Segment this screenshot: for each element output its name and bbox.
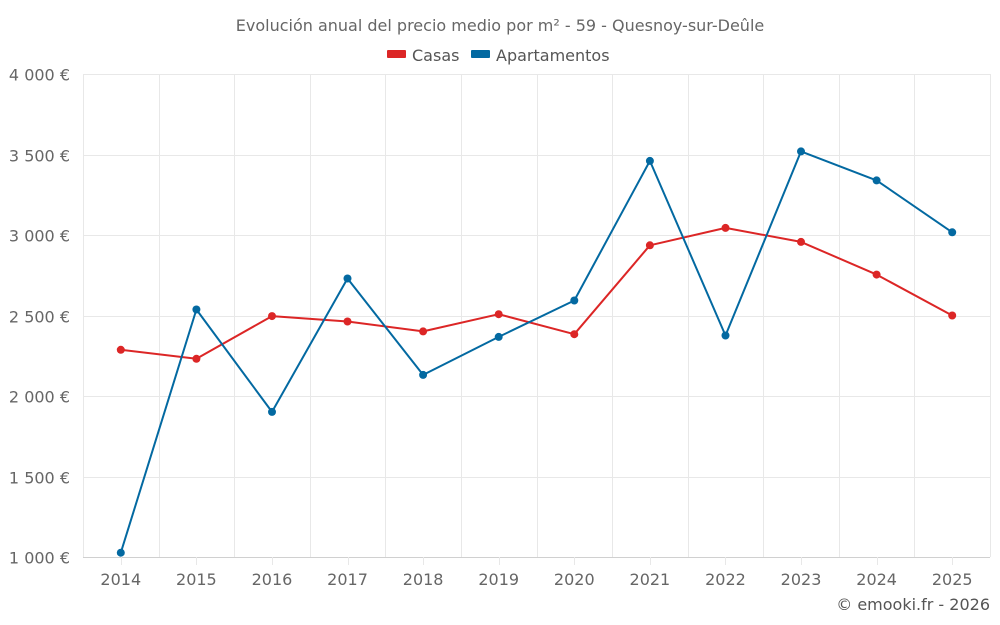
data-point-casas[interactable] bbox=[268, 312, 276, 321]
data-point-apartamentos[interactable] bbox=[721, 331, 730, 340]
series-line-casas bbox=[120, 226, 953, 360]
data-point-casas[interactable] bbox=[570, 330, 579, 339]
chart-title: Evolución anual del precio medio por m² … bbox=[236, 16, 764, 35]
chart-credit: © emooki.fr - 2026 bbox=[836, 595, 990, 614]
data-point-casas[interactable] bbox=[797, 237, 805, 246]
data-point-casas[interactable] bbox=[721, 223, 730, 232]
y-tick-label: 2 000 € bbox=[9, 388, 70, 407]
data-point-apartamentos[interactable] bbox=[419, 370, 428, 379]
data-point-apartamentos[interactable] bbox=[192, 305, 201, 314]
legend-label-casas: Casas bbox=[412, 46, 459, 65]
y-tick-label: 2 500 € bbox=[9, 308, 70, 327]
data-point-apartamentos[interactable] bbox=[645, 156, 654, 165]
data-point-apartamentos[interactable] bbox=[494, 332, 503, 341]
y-tick-label: 4 000 € bbox=[9, 66, 70, 85]
series-casas bbox=[116, 223, 957, 363]
series bbox=[116, 147, 957, 557]
x-tick-label: 2018 bbox=[403, 570, 444, 589]
x-tick-label: 2015 bbox=[176, 570, 217, 589]
data-point-apartamentos[interactable] bbox=[570, 296, 579, 305]
data-point-casas[interactable] bbox=[343, 317, 352, 326]
data-point-casas[interactable] bbox=[645, 241, 654, 250]
x-tick-label: 2024 bbox=[856, 570, 897, 589]
data-point-casas[interactable] bbox=[116, 345, 125, 354]
x-tick-label: 2025 bbox=[932, 570, 973, 589]
data-point-apartamentos[interactable] bbox=[268, 407, 276, 416]
legend-item-apartamentos[interactable]: Apartamentos bbox=[471, 46, 610, 65]
legend-item-casas[interactable]: Casas bbox=[387, 46, 459, 65]
data-point-casas[interactable] bbox=[872, 270, 881, 279]
x-tick-label: 2019 bbox=[478, 570, 519, 589]
data-point-apartamentos[interactable] bbox=[948, 228, 957, 237]
x-tick-label: 2020 bbox=[554, 570, 595, 589]
x-tick-label: 2023 bbox=[781, 570, 822, 589]
data-point-casas[interactable] bbox=[419, 327, 428, 336]
legend-label-apartamentos: Apartamentos bbox=[496, 46, 610, 65]
data-point-apartamentos[interactable] bbox=[797, 147, 805, 156]
legend-swatch-casas bbox=[387, 50, 406, 58]
data-point-apartamentos[interactable] bbox=[872, 176, 881, 185]
series-line-apartamentos bbox=[119, 150, 953, 553]
data-point-apartamentos[interactable] bbox=[343, 274, 352, 283]
axes: 1 000 € 1 500 € 2 000 € 2 500 € 3 000 € 3 500… bbox=[9, 66, 990, 589]
data-point-apartamentos[interactable] bbox=[116, 548, 125, 557]
series-apartamentos bbox=[116, 147, 957, 557]
data-point-casas[interactable] bbox=[948, 311, 957, 320]
legend: Casas Apartamentos bbox=[387, 46, 610, 65]
data-point-casas[interactable] bbox=[494, 310, 503, 319]
y-tick-label: 3 500 € bbox=[9, 147, 70, 166]
data-point-casas[interactable] bbox=[192, 354, 201, 363]
x-tick-label: 2016 bbox=[252, 570, 293, 589]
x-tick-label: 2022 bbox=[705, 570, 746, 589]
legend-swatch-apartamentos bbox=[471, 50, 490, 58]
y-tick-label: 1 000 € bbox=[9, 549, 70, 568]
x-tick-label: 2014 bbox=[100, 570, 141, 589]
x-tick-label: 2017 bbox=[327, 570, 368, 589]
y-tick-label: 1 500 € bbox=[9, 469, 70, 488]
x-tick-label: 2021 bbox=[630, 570, 671, 589]
gridlines bbox=[83, 74, 991, 557]
y-tick-label: 3 000 € bbox=[9, 227, 70, 246]
